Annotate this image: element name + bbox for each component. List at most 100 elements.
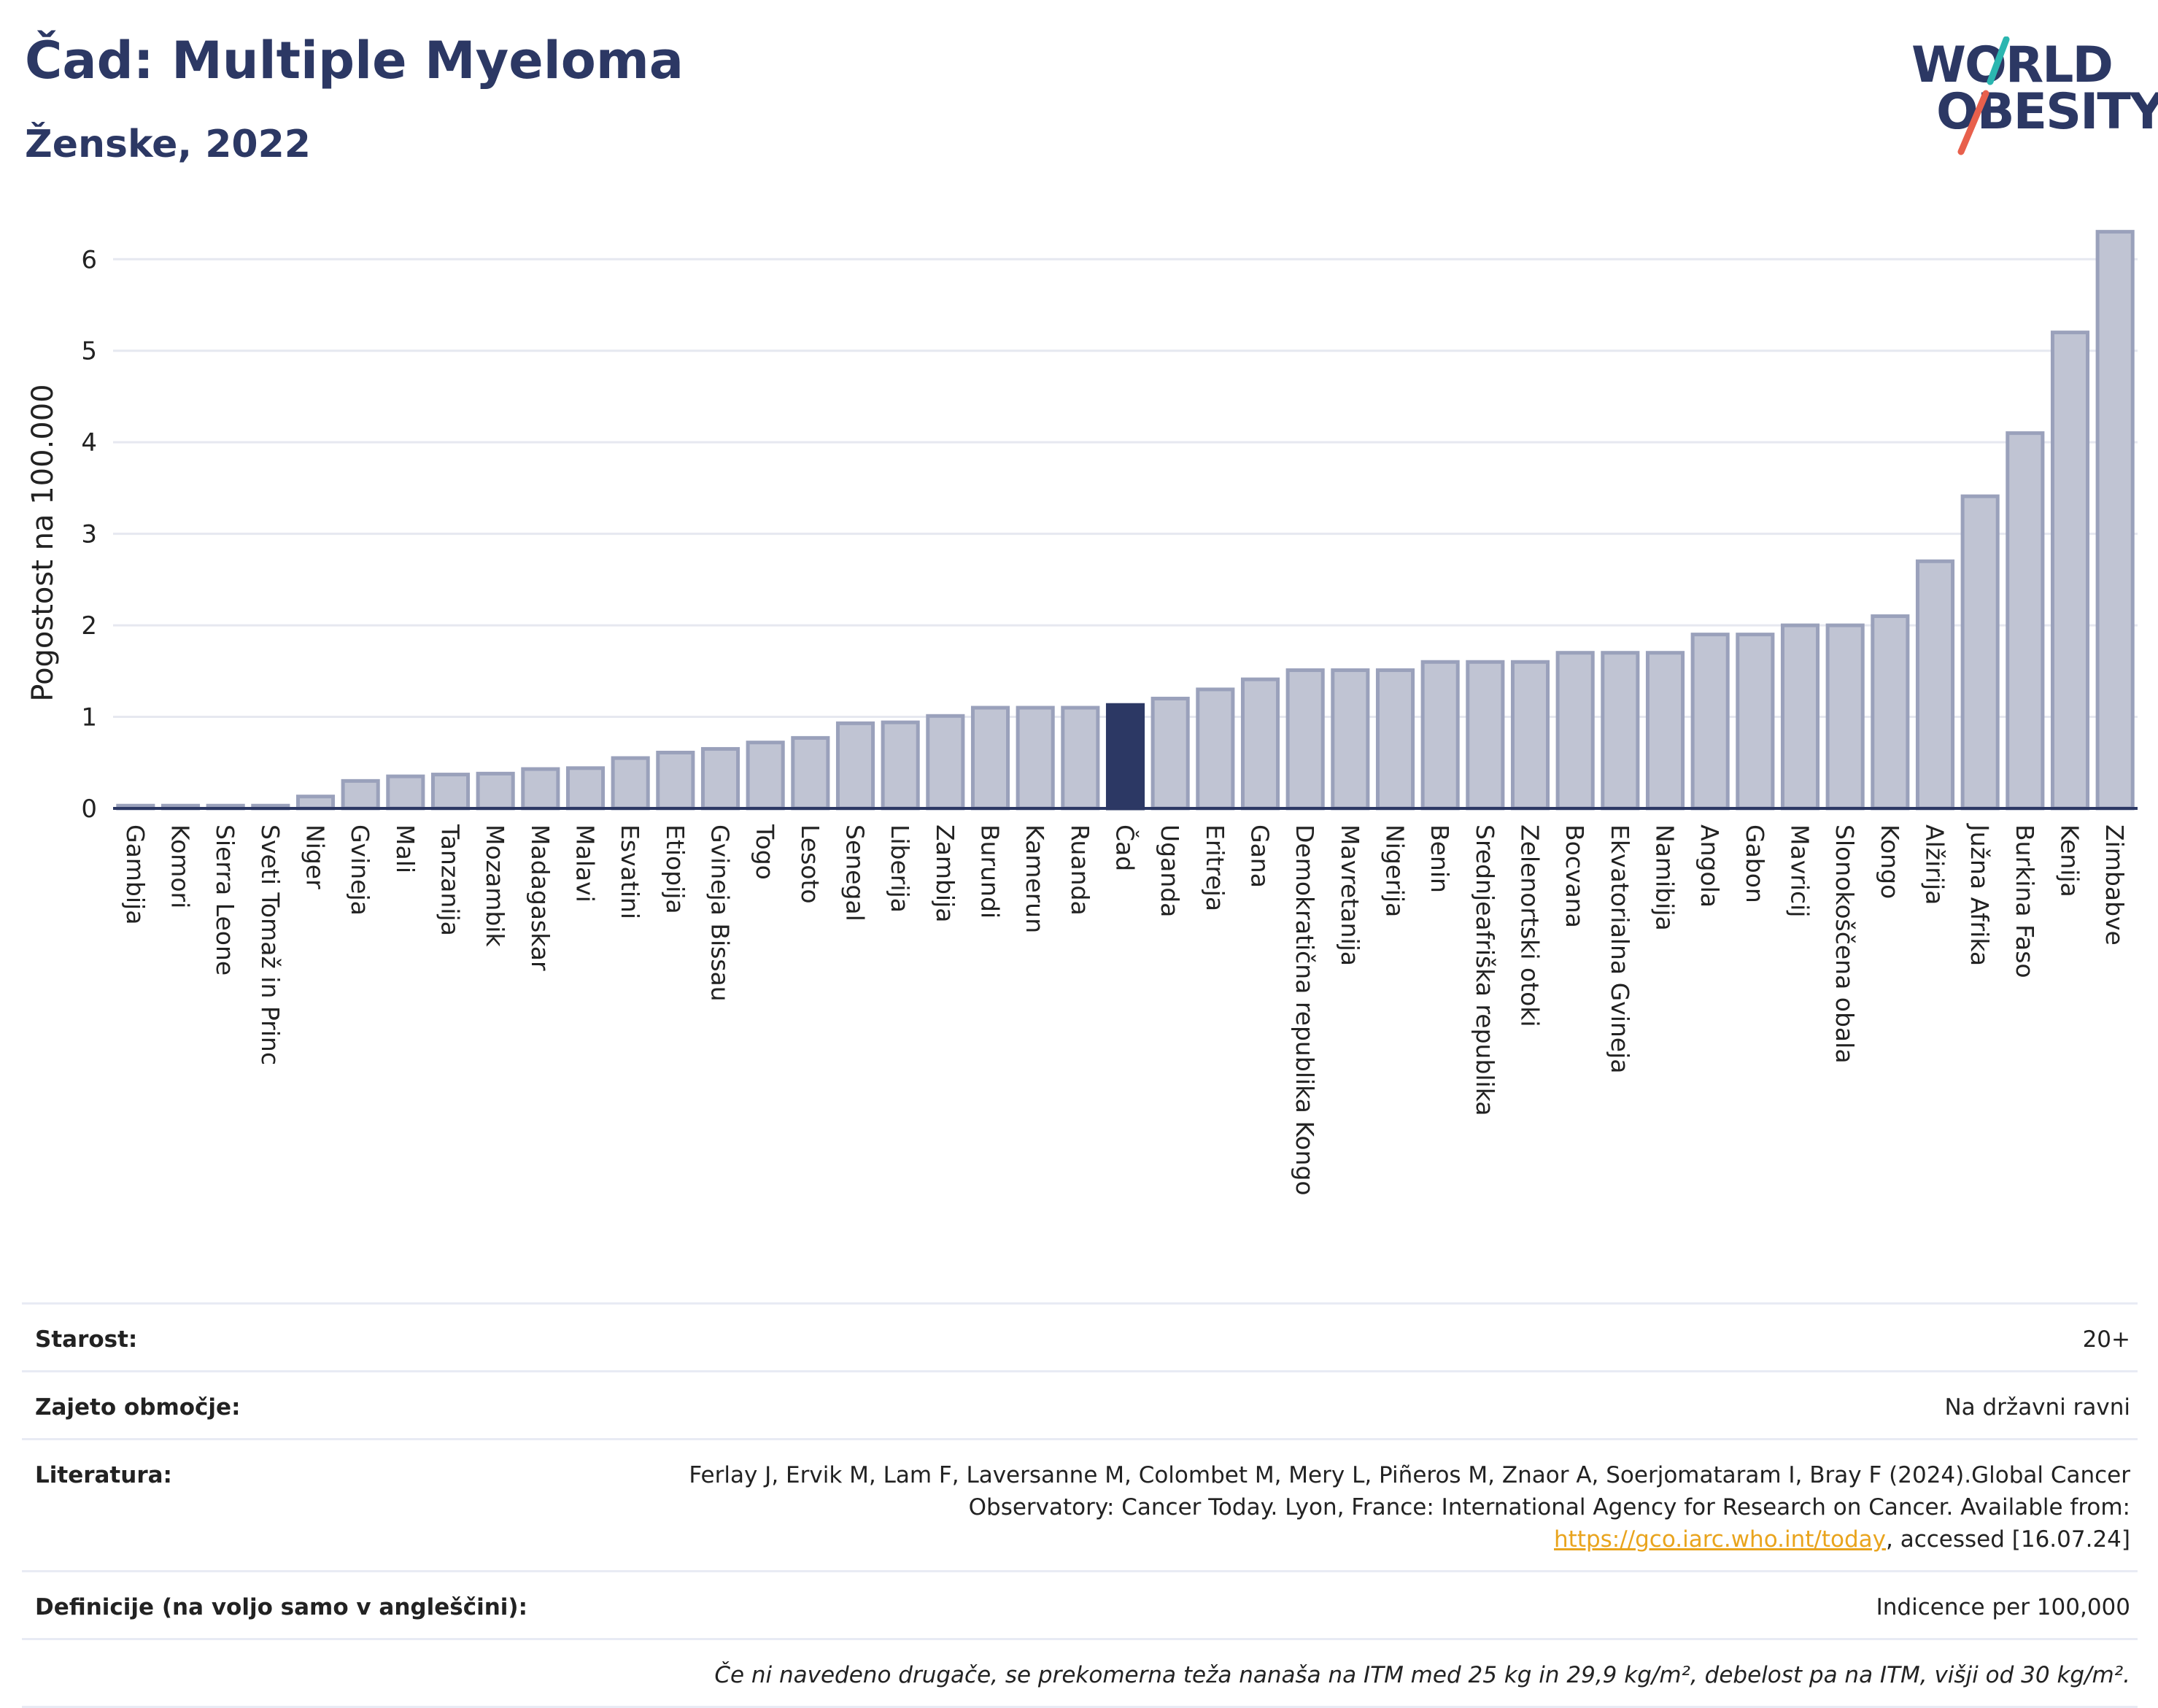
bar-namibija[interactable] (1645, 651, 1685, 811)
x-tick-label: Srednjeafriška republika (1471, 824, 1499, 1116)
bar-zambija[interactable] (926, 714, 965, 811)
info-row-literature: Literatura: Ferlay J, Ervik M, Lam F, La… (22, 1438, 2138, 1570)
x-tick-label: Demokratična republika Kongo (1291, 824, 1319, 1196)
info-value: 20+ (2082, 1326, 2130, 1353)
logo-line-1: WORLD (1911, 36, 2113, 94)
x-tick-label: Madagaskar (526, 824, 554, 971)
x-tick-label: Mozambik (481, 824, 509, 947)
x-tick-label: Mavretanija (1336, 824, 1364, 966)
bar-mali[interactable] (386, 774, 425, 811)
bar-senegal[interactable] (835, 721, 875, 811)
bar-slonokoščena-obala[interactable] (1825, 623, 1865, 811)
x-tick-label: Sveti Tomaž in Princ (256, 824, 285, 1065)
y-tick-label: 6 (81, 245, 97, 274)
source-link[interactable]: https://gco.iarc.who.int/today (1554, 1526, 1886, 1553)
bar-ekvatorialna-gvineja[interactable] (1601, 651, 1640, 811)
x-tick-label: Južna Afrika (1965, 823, 1994, 966)
x-tick-label: Esvatini (616, 824, 644, 919)
y-tick-label: 1 (81, 703, 97, 733)
page-subtitle: Ženske, 2022 (25, 123, 311, 166)
x-tick-label: Togo (751, 824, 779, 880)
x-tick-label: Gvineja Bissau (706, 824, 735, 1002)
x-tick-label: Kenija (2056, 824, 2084, 897)
x-tick-label: Gambija (121, 824, 150, 924)
x-tick-label: Čad (1111, 824, 1140, 871)
bar-niger[interactable] (295, 795, 336, 811)
bar-burundi[interactable] (970, 706, 1010, 811)
x-tick-label: Senegal (841, 824, 870, 921)
bar-nigerija[interactable] (1375, 668, 1415, 811)
bar-gvineja-bissau[interactable] (700, 746, 740, 811)
bar-kamerun[interactable] (1016, 706, 1055, 811)
bar-eritreja[interactable] (1196, 687, 1235, 811)
bar-malavi[interactable] (565, 766, 606, 811)
bar-burkina-faso[interactable] (2006, 431, 2045, 811)
info-value: Indicence per 100,000 (1876, 1594, 2130, 1620)
info-value: Ferlay J, Ervik M, Lam F, Laversanne M, … (635, 1459, 2130, 1556)
x-tick-label: Burundi (976, 824, 1005, 919)
info-value: Na državni ravni (1944, 1394, 2130, 1421)
x-tick-label: Gvineja (346, 824, 374, 916)
x-tick-label: Komori (166, 824, 195, 908)
x-tick-label: Nigerija (1381, 824, 1409, 917)
bar-ruanda[interactable] (1061, 706, 1100, 811)
info-row-note: Če ni navedeno drugače, se prekomerna te… (22, 1638, 2138, 1708)
x-tick-label: Eritreja (1201, 824, 1229, 911)
x-tick-label: Liberija (886, 824, 914, 913)
x-tick-label: Ekvatorialna Gvineja (1606, 824, 1634, 1073)
bar-gvineja[interactable] (341, 778, 380, 811)
x-tick-label: Tanzanija (436, 824, 465, 936)
x-tick-label: Niger (301, 824, 330, 889)
bar-mavretanija[interactable] (1331, 668, 1370, 811)
x-tick-label: Lesoto (796, 824, 824, 904)
y-tick-label: 3 (81, 520, 97, 549)
bar-zimbabve[interactable] (2095, 230, 2135, 811)
x-tick-label: Alžirija (1921, 824, 1949, 905)
bar-angola[interactable] (1690, 633, 1730, 811)
bar-čad[interactable] (1105, 703, 1145, 811)
bar-etiopija[interactable] (656, 750, 695, 811)
x-tick-label: Burkina Faso (2011, 824, 2039, 978)
world-obesity-logo[interactable]: WORLD OBESITY (1904, 36, 2158, 161)
bar-togo[interactable] (746, 741, 785, 811)
x-tick-labels: Gambija Komori Sierra Leone Sveti Tomaž in … (121, 823, 2129, 1196)
x-tick-label: Zimbabve (2100, 824, 2129, 946)
x-tick-label: Mali (391, 824, 419, 873)
bar-kongo[interactable] (1871, 614, 1910, 811)
bar-bocvana[interactable] (1555, 651, 1595, 811)
reference-text-end: , accessed [16.07.24] (1885, 1526, 2130, 1553)
bar-madagaskar[interactable] (521, 767, 560, 811)
y-tick-label: 2 (81, 611, 97, 641)
bar-alžirija[interactable] (1915, 559, 1955, 811)
x-tick-label: Etiopija (661, 824, 689, 914)
x-tick-label: Gana (1246, 824, 1275, 888)
y-tick-label: 5 (81, 337, 97, 366)
bar-mavricij[interactable] (1780, 623, 1820, 811)
bar-benin[interactable] (1420, 660, 1460, 811)
x-tick-label: Slonokoščena obala (1830, 824, 1859, 1064)
bar-esvatini[interactable] (611, 756, 650, 811)
x-tick-label: Malavi (571, 824, 600, 903)
bar-gana[interactable] (1240, 677, 1280, 811)
x-tick-label: Sierra Leone (211, 824, 239, 975)
bar-tanzanija[interactable] (430, 773, 471, 811)
bar-zelenortski-otoki[interactable] (1510, 660, 1550, 811)
bar-kenija[interactable] (2050, 331, 2090, 811)
info-row-coverage: Zajeto območje: Na državni ravni (22, 1370, 2138, 1438)
reference-text: Ferlay J, Ervik M, Lam F, Laversanne M, … (689, 1462, 2130, 1520)
bar-lesoto[interactable] (791, 735, 830, 811)
x-tick-label: Namibija (1651, 824, 1679, 931)
bars (116, 230, 2135, 811)
bar-gabon[interactable] (1736, 633, 1775, 811)
info-table: Starost: 20+ Zajeto območje: Na državni … (22, 1302, 2138, 1708)
bar-mozambik[interactable] (476, 771, 515, 811)
bar-liberija[interactable] (881, 720, 920, 811)
page-title: Čad: Multiple Myeloma (25, 31, 684, 90)
bar-južna-afrika[interactable] (1960, 494, 2000, 811)
bar-uganda[interactable] (1150, 696, 1190, 811)
info-row-definitions: Definicije (na voljo samo v angleščini):… (22, 1570, 2138, 1638)
info-label: Zajeto območje: (35, 1394, 241, 1421)
bar-srednjeafriška-republika[interactable] (1466, 660, 1505, 811)
bar-demokratična-republika-kongo[interactable] (1285, 668, 1325, 811)
info-label: Starost: (35, 1326, 138, 1353)
